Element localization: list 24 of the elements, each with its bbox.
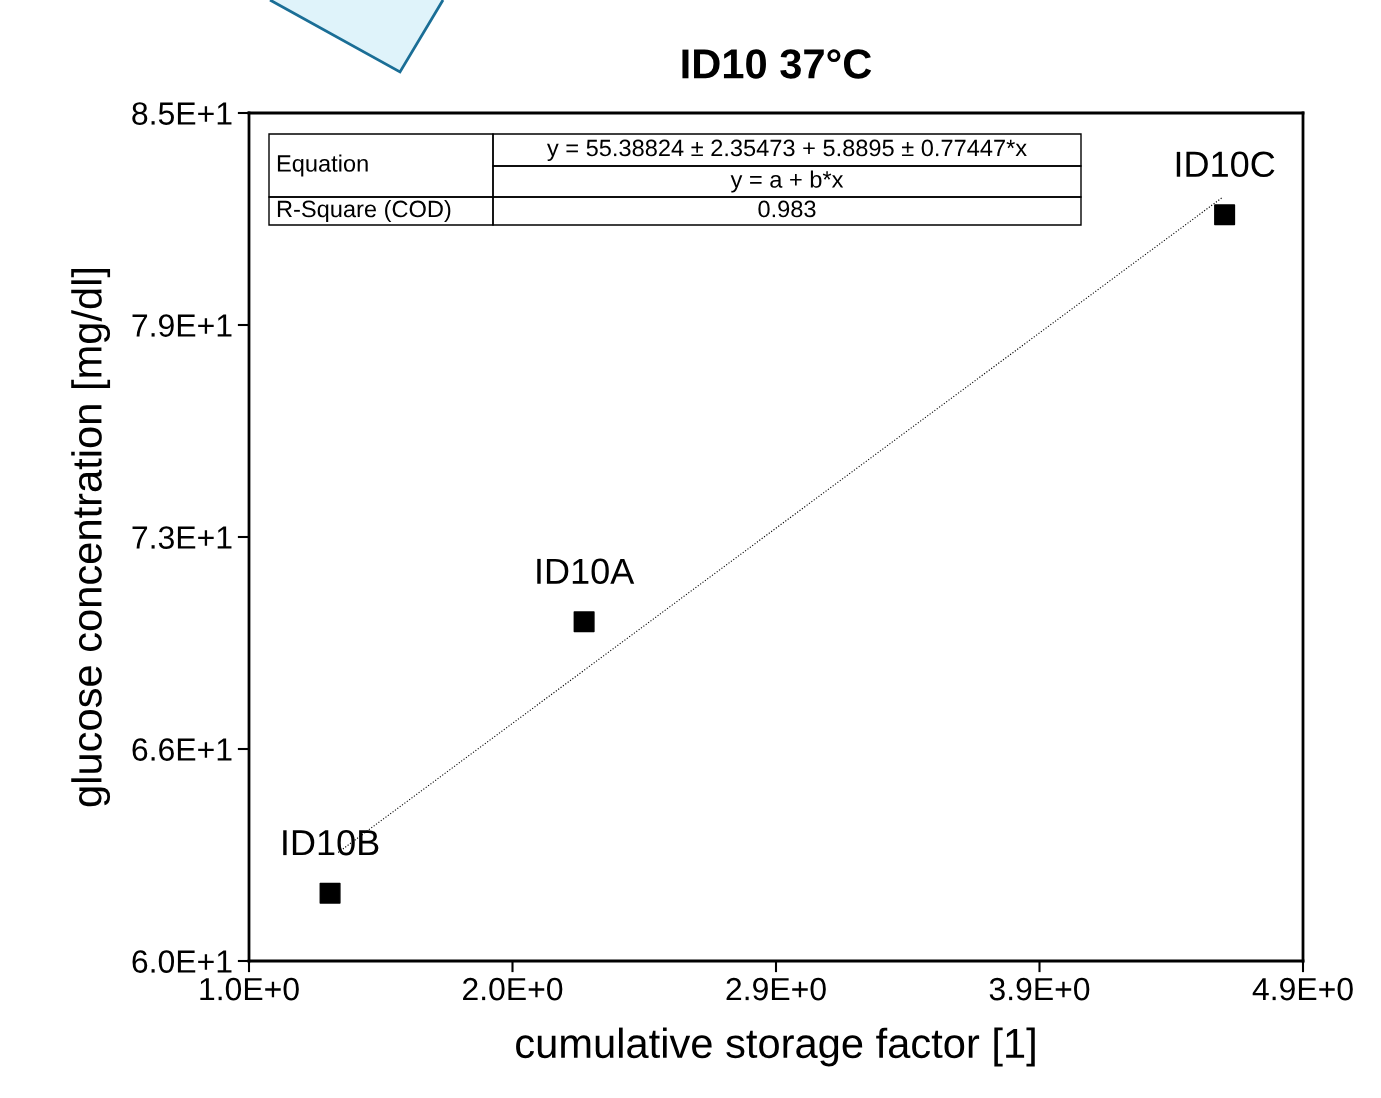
annotation: y = a + b*x (730, 170, 844, 193)
annotation: Equation (277, 154, 368, 177)
annotation: y = 55.38824 ± 2.35473 + 5.8895 ± 0.77447*x (546, 139, 1027, 162)
x-axis-title: cumulative storage factor [1] (516, 1027, 1035, 1067)
y-tick-label: 7.9E+1 (132, 314, 232, 337)
y-axis-title: glucose concentration [mg/dl] (71, 268, 111, 807)
annotation: ID10C (1176, 151, 1275, 178)
y-tick-label: 8.5E+1 (132, 102, 232, 125)
x-tick-label: 3.9E+0 (989, 977, 1090, 1001)
y-tick-label: 6.0E+1 (132, 950, 232, 973)
x-tick-label: 2.0E+0 (463, 977, 563, 1001)
annotation: ID10A (537, 558, 635, 585)
x-tick-label: 4.9E+0 (1252, 977, 1353, 1001)
chart-title: ID10 37°C (682, 49, 872, 79)
annotation: R-Square (COD) (277, 200, 451, 223)
point (1214, 204, 1236, 226)
annotation: 0.983 (758, 200, 816, 218)
annotation: ID10B (283, 829, 379, 856)
point (319, 882, 341, 904)
y-tick-label: 7.3E+1 (132, 526, 232, 549)
y-tick-label: 6.6E+1 (132, 738, 232, 761)
x-tick-label: 2.9E+0 (726, 977, 826, 1001)
x-tick-label: 1.0E+0 (200, 977, 299, 1001)
point (573, 611, 595, 633)
